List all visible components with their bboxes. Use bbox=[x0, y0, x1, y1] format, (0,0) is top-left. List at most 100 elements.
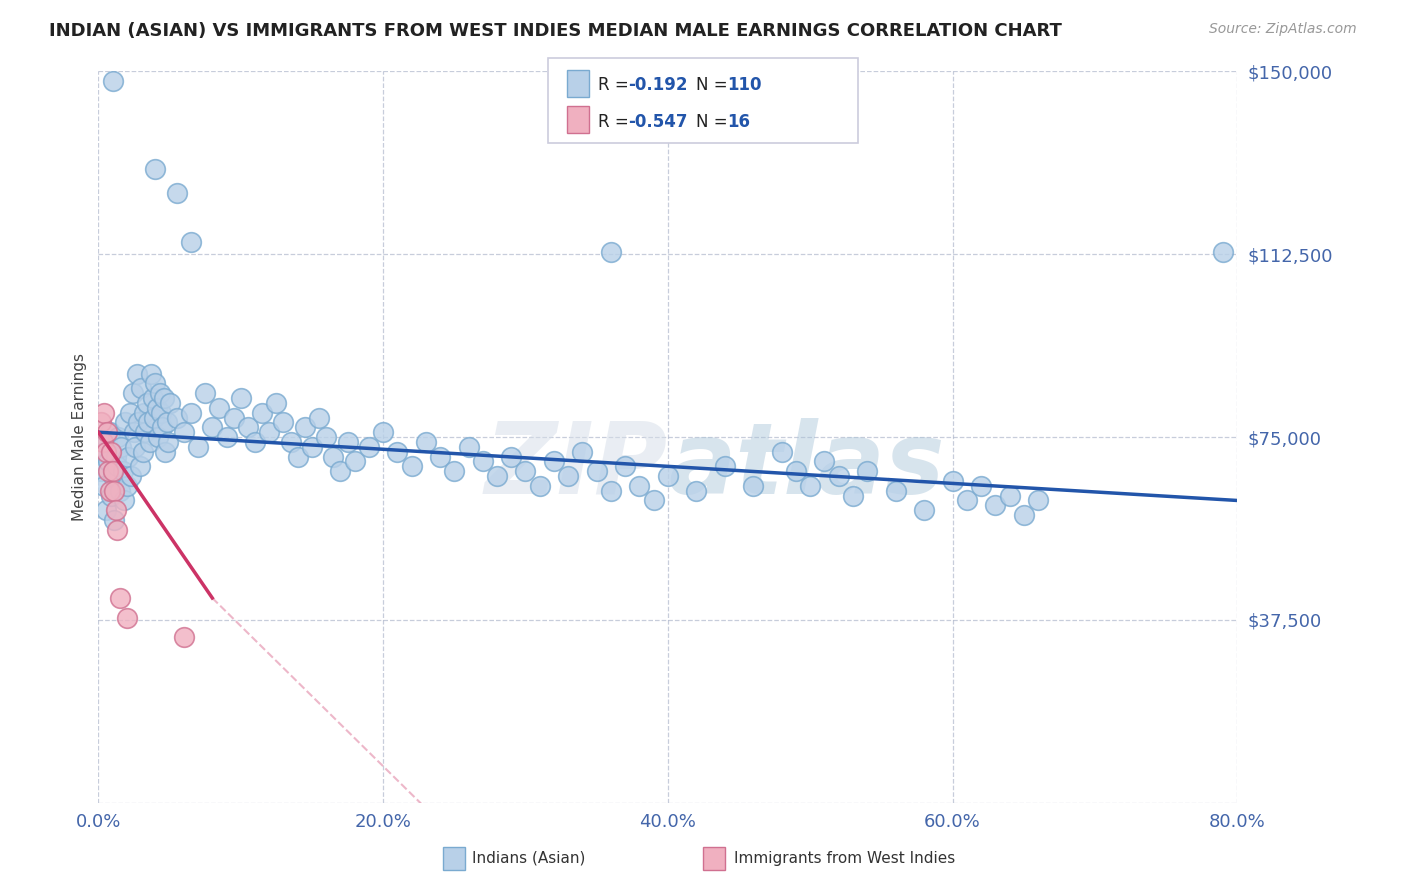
Text: Source: ZipAtlas.com: Source: ZipAtlas.com bbox=[1209, 22, 1357, 37]
Point bbox=[243, 434, 266, 449]
Point bbox=[157, 434, 180, 449]
Point bbox=[471, 454, 494, 468]
Point bbox=[294, 420, 316, 434]
Point bbox=[145, 161, 167, 176]
Text: atlas: atlas bbox=[668, 417, 945, 515]
Point bbox=[104, 503, 127, 517]
Point bbox=[117, 450, 139, 464]
Point bbox=[103, 513, 125, 527]
Text: R =: R = bbox=[598, 76, 634, 95]
Point bbox=[742, 479, 765, 493]
Point bbox=[152, 420, 174, 434]
Point bbox=[93, 479, 115, 493]
Point bbox=[1012, 508, 1035, 522]
Point bbox=[336, 434, 359, 449]
Point bbox=[714, 459, 737, 474]
Point bbox=[94, 444, 117, 458]
Point bbox=[208, 401, 231, 415]
Point bbox=[486, 469, 509, 483]
Point bbox=[373, 425, 395, 440]
Point bbox=[287, 450, 309, 464]
Point bbox=[118, 406, 141, 420]
Text: N =: N = bbox=[696, 76, 733, 95]
Point bbox=[148, 430, 170, 444]
Point bbox=[100, 444, 122, 458]
Text: 16: 16 bbox=[727, 112, 749, 130]
Point bbox=[156, 416, 179, 430]
Point bbox=[131, 444, 153, 458]
Point bbox=[387, 444, 409, 458]
Point bbox=[315, 430, 337, 444]
Text: -0.192: -0.192 bbox=[628, 76, 688, 95]
Point bbox=[115, 610, 138, 624]
Point bbox=[557, 469, 579, 483]
Point bbox=[250, 406, 273, 420]
Point bbox=[91, 434, 114, 449]
Point bbox=[101, 74, 124, 88]
Point bbox=[91, 444, 114, 458]
Point bbox=[628, 479, 651, 493]
Point bbox=[884, 483, 907, 498]
Point bbox=[108, 483, 131, 498]
Point bbox=[103, 483, 125, 498]
Point bbox=[166, 410, 188, 425]
Text: INDIAN (ASIAN) VS IMMIGRANTS FROM WEST INDIES MEDIAN MALE EARNINGS CORRELATION C: INDIAN (ASIAN) VS IMMIGRANTS FROM WEST I… bbox=[49, 22, 1062, 40]
Point bbox=[90, 464, 112, 478]
Point bbox=[101, 464, 124, 478]
Point bbox=[104, 450, 127, 464]
Point bbox=[155, 444, 177, 458]
Point bbox=[1026, 493, 1049, 508]
Text: Indians (Asian): Indians (Asian) bbox=[472, 851, 586, 865]
Point bbox=[128, 459, 150, 474]
Point bbox=[600, 483, 623, 498]
Point bbox=[111, 464, 134, 478]
Point bbox=[970, 479, 993, 493]
Point bbox=[301, 440, 323, 454]
Point bbox=[124, 440, 146, 454]
Point bbox=[828, 469, 851, 483]
Point bbox=[141, 391, 163, 405]
Point bbox=[94, 503, 117, 517]
Point bbox=[657, 469, 679, 483]
Text: ZIP: ZIP bbox=[485, 417, 668, 515]
Point bbox=[1212, 244, 1234, 259]
Text: -0.547: -0.547 bbox=[628, 112, 688, 130]
Point bbox=[229, 391, 252, 405]
Point bbox=[529, 479, 551, 493]
Point bbox=[153, 391, 176, 405]
Point bbox=[146, 401, 169, 415]
Point bbox=[543, 454, 565, 468]
Text: 110: 110 bbox=[727, 76, 762, 95]
Y-axis label: Median Male Earnings: Median Male Earnings bbox=[72, 353, 87, 521]
Point bbox=[401, 459, 423, 474]
Point bbox=[998, 489, 1021, 503]
Point bbox=[571, 444, 593, 458]
Point bbox=[96, 425, 118, 440]
Point bbox=[107, 430, 129, 444]
Text: N =: N = bbox=[696, 112, 733, 130]
Point bbox=[98, 425, 121, 440]
Point bbox=[266, 396, 288, 410]
Point bbox=[685, 483, 707, 498]
Point bbox=[173, 630, 195, 644]
Point bbox=[273, 416, 295, 430]
Text: R =: R = bbox=[598, 112, 634, 130]
Point bbox=[150, 406, 173, 420]
Point bbox=[343, 454, 366, 468]
Point bbox=[105, 523, 128, 537]
Point bbox=[215, 430, 238, 444]
Point bbox=[912, 503, 935, 517]
Point bbox=[187, 440, 209, 454]
Point bbox=[132, 406, 155, 420]
Point bbox=[236, 420, 259, 434]
Point bbox=[842, 489, 865, 503]
Point bbox=[457, 440, 479, 454]
Point bbox=[134, 425, 156, 440]
Point bbox=[127, 416, 149, 430]
Point bbox=[159, 396, 181, 410]
Point bbox=[643, 493, 665, 508]
Point bbox=[136, 416, 159, 430]
Point bbox=[201, 420, 224, 434]
Point bbox=[799, 479, 821, 493]
Point bbox=[114, 416, 136, 430]
